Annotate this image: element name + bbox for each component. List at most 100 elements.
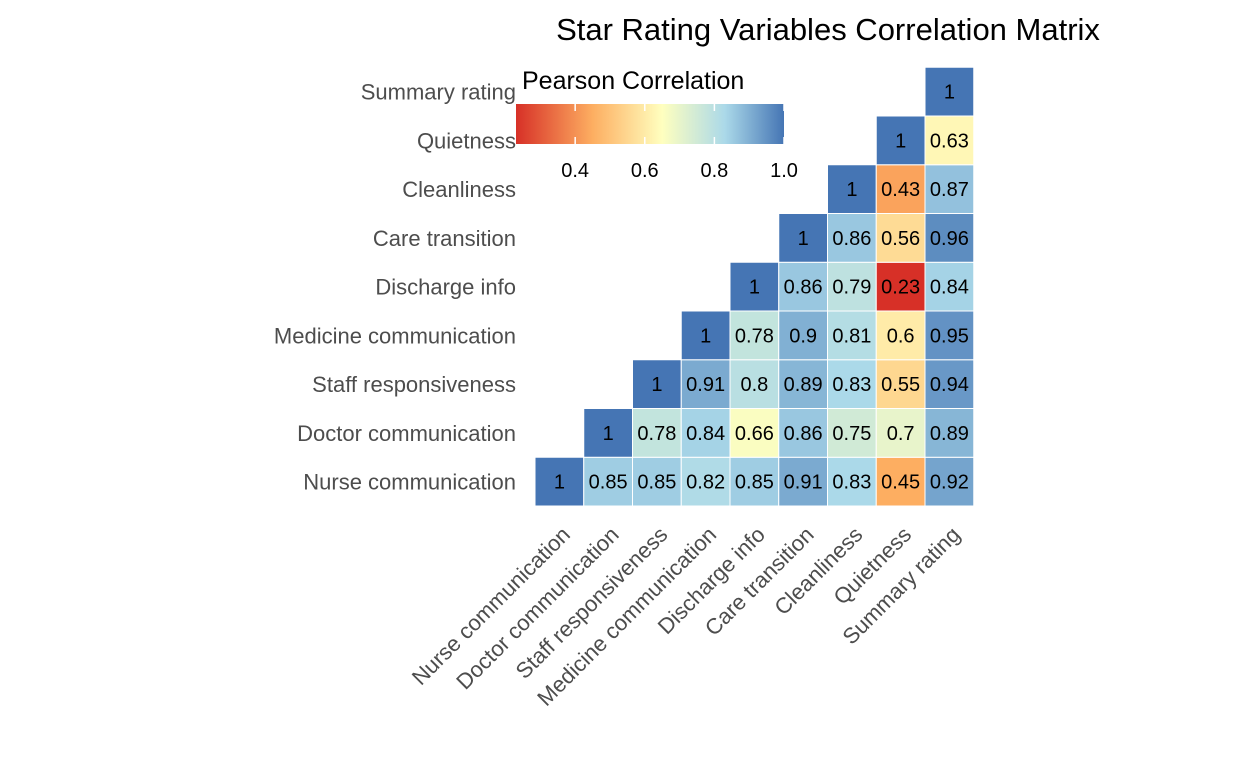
heatmap-cell-medicine-communication-x-summary-rating (924, 310, 975, 361)
heatmap-cell-staff-responsiveness-x-staff-responsiveness (632, 359, 682, 409)
cell-value-label: 0.82 (686, 472, 725, 494)
legend-tick-label: 0.6 (631, 160, 659, 182)
heatmap-cell-nurse-communication-x-summary-rating (924, 456, 975, 507)
heatmap-cell-doctor-communication-x-doctor-communication (583, 408, 633, 458)
cell-value-label: 0.8 (740, 374, 768, 396)
legend-title: Pearson Correlation (522, 67, 744, 95)
cell-value-label: 0.55 (881, 374, 920, 396)
cell-value-label: 0.81 (832, 325, 871, 347)
heatmap-cell-nurse-communication-x-cleanliness (827, 456, 877, 507)
heatmap-cell-staff-responsiveness-x-discharge-info (729, 359, 780, 409)
cell-value-label: 0.9 (789, 325, 817, 347)
heatmap-cell-doctor-communication-x-discharge-info (729, 408, 780, 458)
legend-tick-label: 0.4 (561, 160, 589, 182)
heatmap-cell-staff-responsiveness-x-quietness (875, 359, 926, 409)
y-axis-label-medicine-communication: Medicine communication (274, 323, 516, 348)
cell-value-label: 0.7 (887, 423, 915, 445)
cell-value-label: 0.75 (832, 423, 871, 445)
cell-value-label: 1 (603, 423, 614, 445)
cell-value-label: 0.23 (881, 277, 920, 299)
chart-title: Star Rating Variables Correlation Matrix (556, 12, 1100, 47)
legend-tick-label: 0.8 (700, 160, 728, 182)
heatmap-cell-medicine-communication-x-care-transition (778, 310, 828, 361)
cell-value-label: 0.85 (589, 472, 628, 494)
heatmap-cell-staff-responsiveness-x-medicine-communication (680, 359, 731, 409)
heatmap-cell-cleanliness-x-cleanliness (827, 164, 877, 214)
cell-value-label: 0.85 (637, 472, 676, 494)
cell-value-label: 0.45 (881, 472, 920, 494)
cell-value-label: 0.78 (735, 325, 774, 347)
heatmap-cell-nurse-communication-x-quietness (875, 456, 926, 507)
cell-value-label: 0.6 (887, 325, 915, 347)
cell-value-label: 0.96 (930, 228, 969, 250)
cell-value-label: 1 (651, 374, 662, 396)
cell-value-label: 0.89 (930, 423, 969, 445)
cell-value-label: 0.43 (881, 179, 920, 201)
y-axis-label-summary-rating: Summary rating (361, 80, 516, 105)
cell-value-label: 0.85 (735, 472, 774, 494)
heatmap-cell-doctor-communication-x-summary-rating (924, 408, 975, 458)
heatmap-cell-nurse-communication-x-care-transition (778, 456, 828, 507)
cell-value-label: 0.83 (832, 374, 871, 396)
heatmap-cells (534, 66, 975, 507)
cell-value-label: 0.63 (930, 130, 969, 152)
heatmap-cell-cleanliness-x-summary-rating (924, 164, 975, 214)
heatmap-cell-discharge-info-x-summary-rating (924, 261, 975, 312)
cell-value-label: 0.66 (735, 423, 774, 445)
cell-value-label: 0.87 (930, 179, 969, 201)
cell-value-label: 0.56 (881, 228, 920, 250)
legend-ticks: 0.4 0.6 0.8 1.0 (561, 104, 798, 182)
cell-value-label: 1 (554, 472, 565, 494)
heatmap-cell-labels: 1 0.85 0.85 0.82 0.85 0.91 0.83 0.45 0.921 0.78 0.… (554, 82, 969, 494)
heatmap-cell-medicine-communication-x-cleanliness (827, 310, 877, 361)
cell-value-label: 1 (895, 130, 906, 152)
y-axis-label-care-transition: Care transition (373, 226, 516, 251)
heatmap-cell-discharge-info-x-quietness (875, 261, 926, 312)
heatmap-cell-staff-responsiveness-x-care-transition (778, 359, 828, 409)
heatmap-cell-medicine-communication-x-quietness (875, 310, 926, 361)
cell-value-label: 1 (846, 179, 857, 201)
heatmap-cell-doctor-communication-x-medicine-communication (680, 408, 731, 458)
cell-value-label: 0.86 (784, 423, 823, 445)
cell-value-label: 0.78 (637, 423, 676, 445)
heatmap-cell-medicine-communication-x-medicine-communication (680, 310, 731, 361)
cell-value-label: 0.86 (784, 277, 823, 299)
legend-color-bar (516, 104, 784, 144)
cell-value-label: 0.92 (930, 472, 969, 494)
heatmap-cell-care-transition-x-quietness (875, 213, 926, 263)
heatmap-cell-nurse-communication-x-discharge-info (729, 456, 780, 507)
y-axis-label-doctor-communication: Doctor communication (297, 421, 516, 446)
heatmap-cell-quietness-x-quietness (875, 115, 926, 166)
heatmap-cell-staff-responsiveness-x-summary-rating (924, 359, 975, 409)
heatmap-cell-cleanliness-x-quietness (875, 164, 926, 214)
y-axis-labels: Nurse communication Doctor communication S… (274, 80, 516, 495)
cell-value-label: 0.84 (686, 423, 725, 445)
y-axis-label-quietness: Quietness (417, 128, 516, 153)
cell-value-label: 0.95 (930, 325, 969, 347)
y-axis-label-staff-responsiveness: Staff responsiveness (312, 372, 516, 397)
color-legend: Pearson Correlation 0.4 0.6 0.8 1.0 (516, 67, 798, 182)
cell-value-label: 0.79 (832, 277, 871, 299)
y-axis-label-nurse-communication: Nurse communication (303, 470, 516, 495)
cell-value-label: 1 (749, 277, 760, 299)
cell-value-label: 0.89 (784, 374, 823, 396)
y-axis-label-discharge-info: Discharge info (375, 275, 516, 300)
heatmap-cell-summary-rating-x-summary-rating (924, 66, 975, 117)
heatmap-cell-doctor-communication-x-quietness (875, 408, 926, 458)
cell-value-label: 1 (944, 82, 955, 104)
y-axis-label-cleanliness: Cleanliness (402, 177, 516, 202)
cell-value-label: 1 (798, 228, 809, 250)
heatmap-cell-nurse-communication-x-nurse-communication (534, 456, 585, 507)
legend-tick-label: 1.0 (770, 160, 798, 182)
heatmap-cell-nurse-communication-x-doctor-communication (583, 456, 633, 507)
cell-value-label: 0.83 (832, 472, 871, 494)
heatmap-cell-discharge-info-x-discharge-info (729, 261, 780, 312)
cell-value-label: 0.91 (784, 472, 823, 494)
cell-value-label: 0.94 (930, 374, 969, 396)
cell-value-label: 0.84 (930, 277, 969, 299)
cell-value-label: 0.86 (832, 228, 871, 250)
heatmap-cell-care-transition-x-care-transition (778, 213, 828, 263)
cell-value-label: 0.91 (686, 374, 725, 396)
